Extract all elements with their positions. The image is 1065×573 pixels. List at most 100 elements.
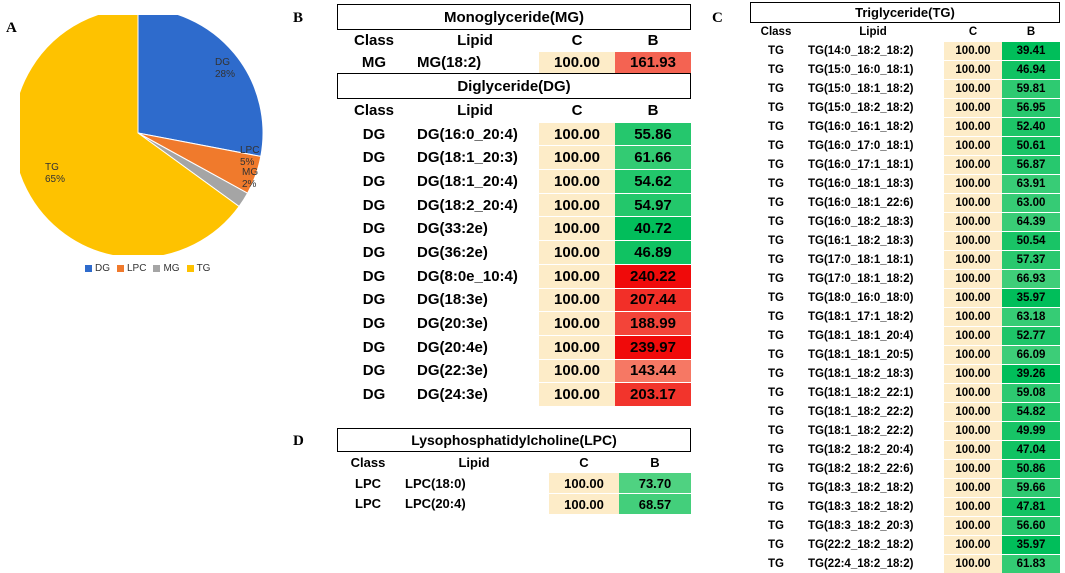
column-header-class: Class [750, 23, 802, 42]
b-value-cell: 54.82 [1002, 403, 1060, 422]
class-cell: TG [750, 213, 802, 232]
b-value-cell: 54.62 [615, 170, 691, 194]
class-cell: TG [750, 270, 802, 289]
c-value-cell: 100.00 [944, 99, 1002, 118]
lipid-cell: TG(18:1_18:2_22:2) [802, 422, 944, 441]
pie-label-dg: DG [215, 57, 230, 68]
c-value-cell: 100.00 [944, 536, 1002, 555]
legend-label: LPC [127, 263, 146, 274]
pie-label-mg: MG [242, 167, 258, 178]
column-header-class: Class [337, 452, 399, 473]
legend-item-tg: TG [187, 263, 211, 274]
lipid-cell: TG(17:0_18:1_18:1) [802, 251, 944, 270]
class-cell: DG [337, 359, 411, 383]
class-cell: TG [750, 422, 802, 441]
c-value-cell: 100.00 [944, 441, 1002, 460]
c-value-cell: 100.00 [944, 479, 1002, 498]
column-header-lipid: Lipid [802, 23, 944, 42]
lipid-cell: TG(18:1_18:2_18:3) [802, 365, 944, 384]
c-value-cell: 100.00 [944, 555, 1002, 573]
class-cell: TG [750, 289, 802, 308]
c-value-cell: 100.00 [944, 213, 1002, 232]
class-cell: TG [750, 365, 802, 384]
b-value-cell: 239.97 [615, 335, 691, 359]
b-value-cell: 161.93 [615, 52, 691, 74]
c-value-cell: 100.00 [944, 251, 1002, 270]
class-cell: DG [337, 217, 411, 241]
lipid-cell: TG(18:3_18:2_20:3) [802, 517, 944, 536]
lipid-cell: DG(20:4e) [411, 335, 539, 359]
pie-label-tg: TG [45, 162, 59, 173]
lipid-cell: TG(18:0_16:0_18:0) [802, 289, 944, 308]
class-cell: TG [750, 251, 802, 270]
class-cell: DG [337, 241, 411, 265]
c-value-cell: 100.00 [944, 460, 1002, 479]
lipid-cell: DG(22:3e) [411, 359, 539, 383]
dg-table-title: Diglyceride(DG) [337, 73, 691, 99]
c-value-cell: 100.00 [944, 422, 1002, 441]
column-header-b: B [619, 452, 691, 473]
class-cell: TG [750, 80, 802, 99]
class-cell: TG [750, 536, 802, 555]
lipid-cell: TG(16:0_18:1_22:6) [802, 194, 944, 213]
legend-swatch [187, 265, 194, 272]
tg-table-title: Triglyceride(TG) [750, 2, 1060, 23]
c-value-cell: 100.00 [944, 80, 1002, 99]
b-value-cell: 59.81 [1002, 80, 1060, 99]
b-value-cell: 59.08 [1002, 384, 1060, 403]
panel-letter-a: A [6, 20, 17, 37]
lipid-cell: TG(14:0_18:2_18:2) [802, 42, 944, 61]
column-header-b: B [615, 99, 691, 122]
class-cell: TG [750, 61, 802, 80]
b-value-cell: 61.83 [1002, 555, 1060, 573]
class-cell: LPC [337, 494, 399, 515]
c-value-cell: 100.00 [539, 264, 615, 288]
class-cell: DG [337, 383, 411, 406]
column-header-class: Class [337, 30, 411, 52]
lipid-cell: TG(15:0_18:1_18:2) [802, 80, 944, 99]
lipid-cell: TG(18:3_18:2_18:2) [802, 479, 944, 498]
b-value-cell: 68.57 [619, 494, 691, 515]
c-value-cell: 100.00 [944, 42, 1002, 61]
lipid-cell: TG(18:1_18:2_22:1) [802, 384, 944, 403]
lipid-cell: LPC(18:0) [399, 473, 549, 494]
b-value-cell: 61.66 [615, 146, 691, 170]
legend-item-lpc: LPC [117, 263, 146, 274]
lpc-table-title: Lysophosphatidylcholine(LPC) [337, 428, 691, 452]
lipid-cell: TG(22:4_18:2_18:2) [802, 555, 944, 573]
class-cell: TG [750, 308, 802, 327]
b-value-cell: 40.72 [615, 217, 691, 241]
class-cell: DG [337, 335, 411, 359]
column-header-lipid: Lipid [411, 99, 539, 122]
c-value-cell: 100.00 [539, 52, 615, 74]
c-value-cell: 100.00 [944, 61, 1002, 80]
class-cell: TG [750, 42, 802, 61]
b-value-cell: 50.54 [1002, 232, 1060, 251]
